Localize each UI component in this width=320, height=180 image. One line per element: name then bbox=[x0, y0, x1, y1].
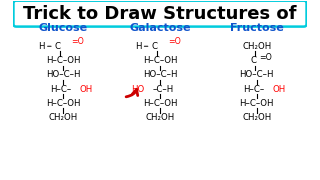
Text: C: C bbox=[251, 56, 257, 65]
Text: Galactose: Galactose bbox=[129, 23, 191, 33]
Text: H–C–OH: H–C–OH bbox=[46, 99, 81, 108]
Text: =O: =O bbox=[260, 53, 273, 62]
Text: OH: OH bbox=[273, 85, 286, 94]
Text: H–C–OH: H–C–OH bbox=[143, 99, 177, 108]
Text: HO: HO bbox=[132, 85, 145, 94]
Text: C: C bbox=[54, 42, 60, 51]
Text: =O: =O bbox=[71, 37, 84, 46]
Text: H–C–OH: H–C–OH bbox=[143, 56, 177, 65]
Text: Trick to Draw Structures of: Trick to Draw Structures of bbox=[23, 4, 297, 22]
Text: H: H bbox=[38, 42, 44, 51]
Text: C: C bbox=[151, 42, 157, 51]
Text: H: H bbox=[135, 42, 141, 51]
Text: HO–C–H: HO–C–H bbox=[239, 70, 274, 79]
Text: H–C–: H–C– bbox=[243, 85, 264, 94]
Text: CH₂OH: CH₂OH bbox=[242, 42, 271, 51]
Text: Glucose: Glucose bbox=[39, 23, 88, 33]
Text: H–C–: H–C– bbox=[50, 85, 71, 94]
FancyBboxPatch shape bbox=[13, 1, 307, 27]
Text: –C–H: –C–H bbox=[152, 85, 173, 94]
Text: HO–C–H: HO–C–H bbox=[46, 70, 81, 79]
Text: CH₂OH: CH₂OH bbox=[49, 113, 78, 122]
Text: CH₂OH: CH₂OH bbox=[145, 113, 175, 122]
Text: H–C–OH: H–C–OH bbox=[239, 99, 274, 108]
Text: HO–C–H: HO–C–H bbox=[143, 70, 177, 79]
Text: OH: OH bbox=[79, 85, 93, 94]
Text: CH₂OH: CH₂OH bbox=[242, 113, 271, 122]
Text: =O: =O bbox=[168, 37, 181, 46]
Text: H–C–OH: H–C–OH bbox=[46, 56, 81, 65]
Text: Fructose: Fructose bbox=[230, 23, 284, 33]
